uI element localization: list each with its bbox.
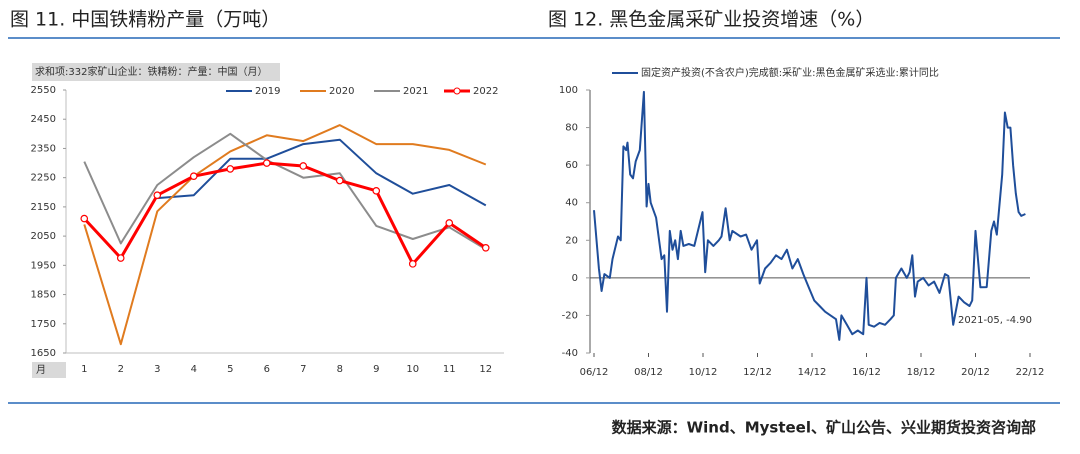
x-tick-label: 12	[479, 364, 492, 375]
y-tick-label: -40	[562, 348, 578, 359]
x-tick-label: 22/12	[1016, 367, 1045, 378]
x-tick-label: 18/12	[907, 367, 936, 378]
marker	[80, 214, 89, 223]
subtitle: 求和项:332家矿山企业：铁精粉：产量：中国（月）	[35, 65, 267, 78]
y-tick-label: 2550	[31, 85, 56, 96]
legend-label: 2021	[403, 86, 428, 97]
marker	[372, 187, 381, 195]
marker	[481, 244, 490, 252]
x-tick-label: 20/12	[961, 367, 990, 378]
x-tick-label: 14/12	[798, 367, 827, 378]
figure-title: 图 12. 黑色金属采矿业投资增速（%）	[548, 9, 874, 31]
x-tick-label: 6	[264, 364, 270, 375]
y-tick-label: -20	[562, 310, 578, 321]
legend-label: 2022	[473, 86, 498, 97]
rule	[8, 402, 1060, 404]
x-tick-label: 8	[337, 364, 343, 375]
marker	[226, 165, 235, 173]
marker	[299, 162, 308, 170]
y-tick-label: 2450	[31, 114, 56, 125]
marker	[408, 260, 417, 268]
legend-label: 2019	[255, 86, 280, 97]
y-tick-label: 1850	[31, 290, 56, 301]
x-tick-label: 1	[81, 364, 87, 375]
marker	[116, 254, 125, 262]
x-tick-label: 7	[300, 364, 306, 375]
y-tick-label: 1750	[31, 319, 56, 330]
x-tick-label: 9	[373, 364, 379, 375]
y-tick-label: 100	[559, 85, 578, 96]
x-tick-label: 10	[406, 364, 419, 375]
y-tick-label: 80	[565, 123, 578, 134]
y-tick-label: 2150	[31, 202, 56, 213]
x-tick-label: 4	[191, 364, 197, 375]
figure-title: 图 11. 中国铁精粉产量（万吨）	[10, 9, 280, 31]
x-tick-label: 11	[443, 364, 456, 375]
y-tick-label: 2050	[31, 231, 56, 242]
marker	[153, 191, 162, 200]
y-tick-label: 2350	[31, 143, 56, 154]
x-tick-label: 2	[118, 364, 124, 375]
x-tick-label: 12/12	[743, 367, 772, 378]
annotation: 2021-05, -4.90	[958, 315, 1032, 326]
y-tick-label: 2250	[31, 173, 56, 184]
y-tick-label: 1950	[31, 260, 56, 271]
marker	[262, 159, 271, 167]
legend-marker	[453, 87, 461, 95]
marker	[189, 172, 198, 181]
x-axis-label: 月	[36, 364, 46, 376]
legend-label: 固定资产投资(不含农户)完成额:采矿业:黑色金属矿采选业:累计同比	[641, 66, 939, 79]
series-line	[593, 90, 1026, 341]
legend-label: 2020	[329, 86, 354, 97]
rule	[8, 37, 1060, 39]
x-tick-label: 10/12	[689, 367, 718, 378]
source-note: 数据来源：Wind、Mysteel、矿山公告、兴业期货投资咨询部	[612, 419, 1036, 437]
x-tick-label: 5	[227, 364, 233, 375]
x-tick-label: 08/12	[634, 367, 663, 378]
y-tick-label: 40	[565, 198, 578, 209]
series-line	[157, 138, 487, 207]
y-tick-label: 0	[572, 273, 578, 284]
y-tick-label: 20	[565, 235, 578, 246]
marker	[445, 219, 454, 227]
x-tick-label: 06/12	[580, 367, 609, 378]
x-tick-label: 16/12	[852, 367, 881, 378]
series-line	[83, 132, 487, 251]
y-tick-label: 1650	[31, 348, 56, 359]
y-tick-label: 60	[565, 160, 578, 171]
marker	[335, 176, 344, 185]
axis-label-box	[32, 362, 66, 378]
x-tick-label: 3	[154, 364, 160, 375]
series-line	[83, 161, 487, 266]
series-line	[83, 124, 487, 346]
subtitle-box	[32, 63, 280, 81]
